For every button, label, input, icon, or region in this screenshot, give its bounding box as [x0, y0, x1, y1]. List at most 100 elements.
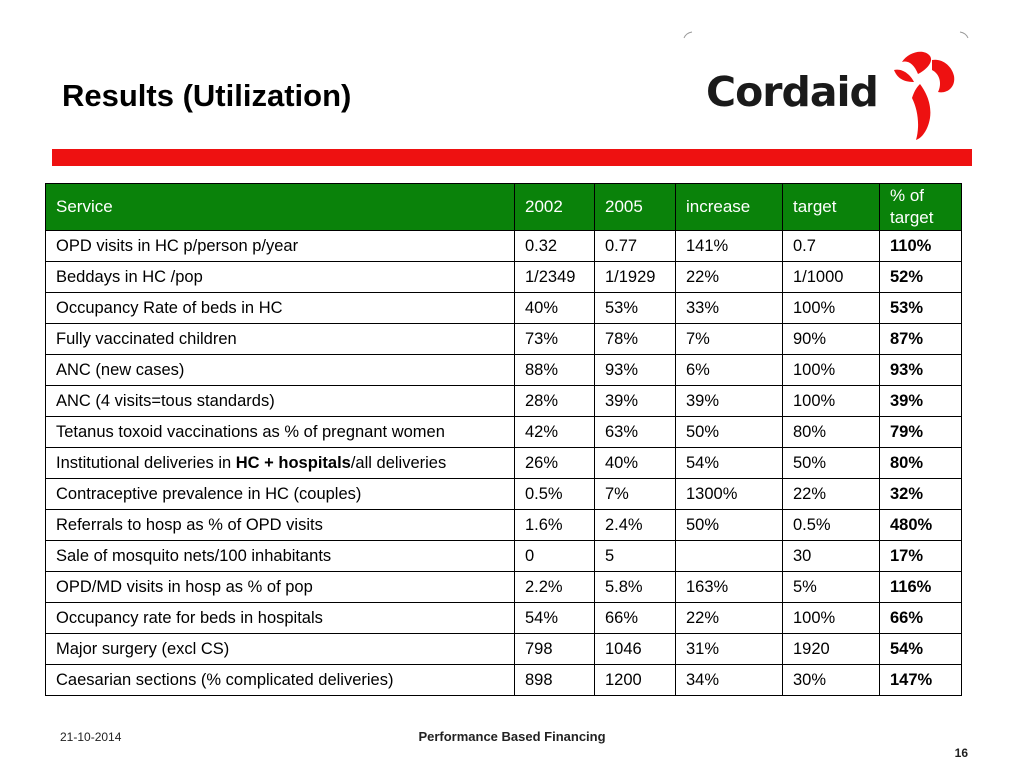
header-pct-of-target: % of target: [879, 183, 962, 231]
results-table: Service 2002 2005 increase target % of t…: [45, 183, 962, 696]
cell-2005: 78%: [594, 323, 676, 355]
cell-2002: 898: [514, 664, 595, 696]
cell-increase: 163%: [675, 571, 783, 603]
table-body: OPD visits in HC p/person p/year 0.32 0.77…: [45, 230, 962, 696]
cell-increase: 141%: [675, 230, 783, 262]
cell-2005: 1046: [594, 633, 676, 665]
cell-service: Occupancy Rate of beds in HC: [45, 292, 515, 324]
cell-target: 22%: [782, 478, 880, 510]
cell-pct-of-target: 54%: [879, 633, 962, 665]
cell-service-post: /all deliveries: [350, 453, 447, 472]
footer-title: Performance Based Financing: [418, 729, 606, 744]
cell-target: 100%: [782, 354, 880, 386]
cell-target: 30%: [782, 664, 880, 696]
cell-increase: 7%: [675, 323, 783, 355]
cordaid-logo: Cordaid: [680, 30, 972, 148]
table-row: Sale of mosquito nets/100 inhabitants 0 5 3…: [45, 540, 962, 572]
cell-service: OPD visits in HC p/person p/year: [45, 230, 515, 262]
cell-service-bold: HC + hospitals: [235, 453, 351, 472]
table-row: ANC (new cases) 88% 93% 6% 100% 93%: [45, 354, 962, 386]
cell-increase: 39%: [675, 385, 783, 417]
cell-pct-of-target: 32%: [879, 478, 962, 510]
table-row: Fully vaccinated children 73% 78% 7% 90% 87%: [45, 323, 962, 355]
slide-title: Results (Utilization): [62, 78, 352, 113]
cell-2005: 53%: [594, 292, 676, 324]
cell-service: Major surgery (excl CS): [45, 633, 515, 665]
cell-service: Sale of mosquito nets/100 inhabitants: [45, 540, 515, 572]
cell-increase: 31%: [675, 633, 783, 665]
cell-2002: 1.6%: [514, 509, 595, 541]
footer-date: 21-10-2014: [60, 730, 122, 744]
cell-pct-of-target: 17%: [879, 540, 962, 572]
cell-target: 30: [782, 540, 880, 572]
cell-2005: 39%: [594, 385, 676, 417]
cell-increase: 33%: [675, 292, 783, 324]
cell-pct-of-target: 80%: [879, 447, 962, 479]
cell-2002: 26%: [514, 447, 595, 479]
brand-divider-bar: [52, 149, 972, 166]
cell-increase: 22%: [675, 261, 783, 293]
table-row: Contraceptive prevalence in HC (couples)…: [45, 478, 962, 510]
cell-increase: 54%: [675, 447, 783, 479]
cell-increase: 50%: [675, 509, 783, 541]
cell-service: ANC (new cases): [45, 354, 515, 386]
cell-target: 1/1000: [782, 261, 880, 293]
cell-2002: 2.2%: [514, 571, 595, 603]
header-service: Service: [45, 183, 515, 231]
table-row: ANC (4 visits=tous standards) 28% 39% 39% 10…: [45, 385, 962, 417]
table-row: OPD/MD visits in hosp as % of pop 2.2% 5.8…: [45, 571, 962, 603]
cell-target: 100%: [782, 385, 880, 417]
cell-target: 5%: [782, 571, 880, 603]
cell-target: 100%: [782, 602, 880, 634]
table-row: Caesarian sections (% complicated delive…: [45, 664, 962, 696]
cell-target: 0.5%: [782, 509, 880, 541]
cell-pct-of-target: 116%: [879, 571, 962, 603]
cell-service: ANC (4 visits=tous standards): [45, 385, 515, 417]
cell-target: 1920: [782, 633, 880, 665]
cell-2005: 2.4%: [594, 509, 676, 541]
cell-service: Fully vaccinated children: [45, 323, 515, 355]
cell-increase: 34%: [675, 664, 783, 696]
cell-pct-of-target: 87%: [879, 323, 962, 355]
header-increase: increase: [675, 183, 783, 231]
cell-2005: 0.77: [594, 230, 676, 262]
cell-increase: [675, 540, 783, 572]
table-row: OPD visits in HC p/person p/year 0.32 0.77…: [45, 230, 962, 262]
cell-service: Referrals to hosp as % of OPD visits: [45, 509, 515, 541]
cell-2002: 0: [514, 540, 595, 572]
cell-target: 90%: [782, 323, 880, 355]
cell-2005: 66%: [594, 602, 676, 634]
cell-2005: 5.8%: [594, 571, 676, 603]
table-row: Tetanus toxoid vaccinations as % of preg…: [45, 416, 962, 448]
cell-2002: 0.5%: [514, 478, 595, 510]
cell-pct-of-target: 79%: [879, 416, 962, 448]
cell-increase: 22%: [675, 602, 783, 634]
cell-2005: 93%: [594, 354, 676, 386]
cell-target: 100%: [782, 292, 880, 324]
header-2002: 2002: [514, 183, 595, 231]
cell-2005: 1/1929: [594, 261, 676, 293]
cell-2005: 7%: [594, 478, 676, 510]
cell-service: Contraceptive prevalence in HC (couples): [45, 478, 515, 510]
cell-2002: 73%: [514, 323, 595, 355]
cell-service: Occupancy rate for beds in hospitals: [45, 602, 515, 634]
cell-pct-of-target: 110%: [879, 230, 962, 262]
cell-pct-of-target: 53%: [879, 292, 962, 324]
table-row: Occupancy Rate of beds in HC 40% 53% 33% 100…: [45, 292, 962, 324]
cell-service: Beddays in HC /pop: [45, 261, 515, 293]
cell-pct-of-target: 66%: [879, 602, 962, 634]
cell-2005: 40%: [594, 447, 676, 479]
cell-2005: 63%: [594, 416, 676, 448]
cell-2002: 798: [514, 633, 595, 665]
cell-service: OPD/MD visits in hosp as % of pop: [45, 571, 515, 603]
table-row: Beddays in HC /pop 1/2349 1/1929 22% 1/1000 5…: [45, 261, 962, 293]
table-row: Referrals to hosp as % of OPD visits 1.6%…: [45, 509, 962, 541]
cell-increase: 6%: [675, 354, 783, 386]
cell-2002: 42%: [514, 416, 595, 448]
cell-pct-of-target: 480%: [879, 509, 962, 541]
cell-increase: 1300%: [675, 478, 783, 510]
logo-wordmark: Cordaid: [706, 68, 879, 116]
cell-2002: 88%: [514, 354, 595, 386]
table-row: Occupancy rate for beds in hospitals 54% 6…: [45, 602, 962, 634]
page-number: 16: [954, 746, 968, 760]
